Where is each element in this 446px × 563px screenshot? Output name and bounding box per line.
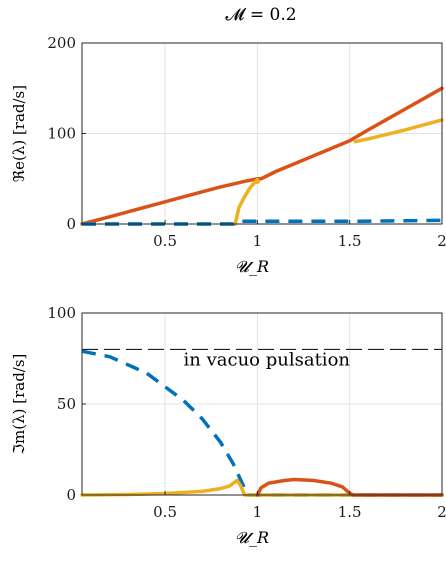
tick-marks xyxy=(82,42,443,225)
series-group xyxy=(80,86,444,226)
y-tick-label: 0 xyxy=(66,486,76,504)
x-tick-label: 2 xyxy=(437,232,446,250)
x-axis-label: 𝓤_R xyxy=(235,257,269,276)
series-line xyxy=(80,86,444,226)
axes-real-part: 0.5 1 1.5 2 0 100 200 𝓤_R ℜe(λ) [rad/s] xyxy=(10,34,446,276)
axes-imag-part: 0.5 1 1.5 2 0 50 100 in vacuo pulsation 𝓤_R ℑm… xyxy=(10,304,446,547)
y-axis-label: ℑm(λ) [rad/s] xyxy=(10,354,28,455)
x-tick-label: 0.5 xyxy=(153,503,177,521)
grid-lines xyxy=(82,312,443,496)
y-tick-label: 0 xyxy=(66,215,76,233)
y-tick-label: 100 xyxy=(47,304,76,322)
y-tick-label: 200 xyxy=(47,34,76,52)
x-tick-label: 1.5 xyxy=(338,503,362,521)
y-axis-label: ℜe(λ) [rad/s] xyxy=(10,85,28,182)
x-axis-label: 𝓤_R xyxy=(235,528,269,547)
x-tick-label: 1.5 xyxy=(338,232,362,250)
y-tick-label: 50 xyxy=(57,395,76,413)
series-line xyxy=(82,218,443,226)
x-tick-label: 1 xyxy=(253,232,263,250)
x-tick-label: 0.5 xyxy=(153,232,177,250)
series-line xyxy=(255,477,444,497)
series-line xyxy=(81,349,442,497)
y-tick-label: 100 xyxy=(47,125,76,143)
series-line xyxy=(353,118,444,144)
tick-labels: 0.5 1 1.5 2 0 100 200 xyxy=(47,34,446,250)
in-vacuo-annotation: in vacuo pulsation xyxy=(184,349,351,370)
chart-title: 𝓜 = 0.2 xyxy=(225,5,296,25)
x-tick-label: 2 xyxy=(437,503,446,521)
series-group xyxy=(80,348,444,497)
tick-labels: 0.5 1 1.5 2 0 50 100 xyxy=(47,304,446,521)
x-tick-label: 1 xyxy=(253,503,263,521)
series-line xyxy=(233,177,261,226)
tick-marks xyxy=(82,312,443,496)
